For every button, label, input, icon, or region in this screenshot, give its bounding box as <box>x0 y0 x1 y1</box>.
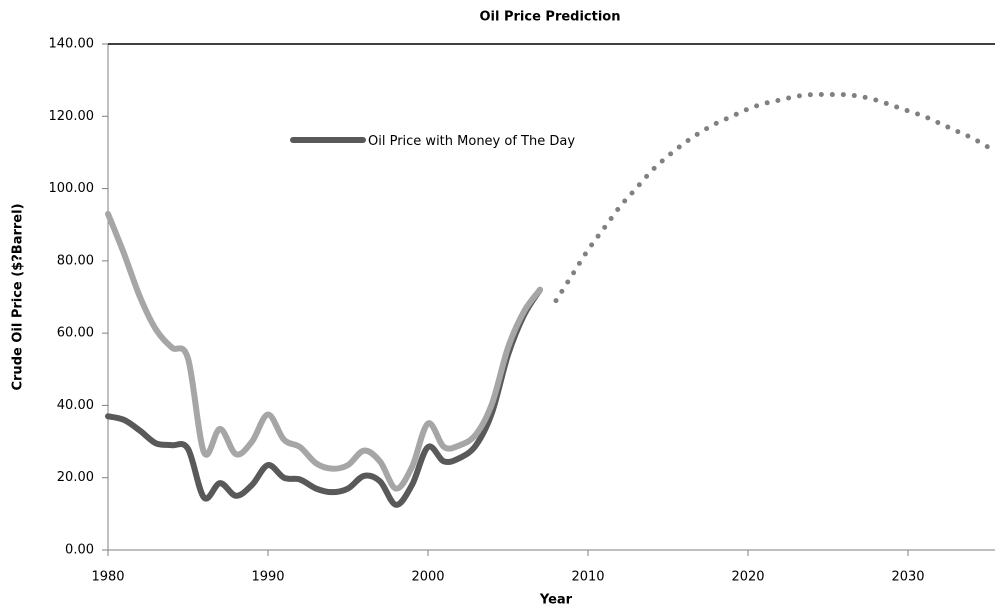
x-tick-label: 2030 <box>891 570 924 585</box>
x-tick-label: 2000 <box>411 570 444 585</box>
y-tick-label: 0.00 <box>65 543 94 558</box>
y-tick-label: 60.00 <box>57 326 94 341</box>
x-axis-label: Year <box>539 593 573 608</box>
chart-title: Oil Price Prediction <box>479 10 620 25</box>
y-tick-label: 140.00 <box>49 37 95 52</box>
y-tick-label: 120.00 <box>49 109 95 124</box>
y-tick-label: 80.00 <box>57 253 94 268</box>
x-tick-label: 2010 <box>571 570 604 585</box>
data-line <box>553 91 991 304</box>
x-tick-label: 2020 <box>731 570 764 585</box>
y-tick-label: 100.00 <box>49 181 95 196</box>
data-line <box>105 286 543 508</box>
x-tick-label: 1980 <box>91 570 124 585</box>
y-tick-label: 20.00 <box>57 470 94 485</box>
y-tick-label: 40.00 <box>57 398 94 413</box>
x-tick-label: 1990 <box>251 570 284 585</box>
legend-label: Oil Price with Money of The Day <box>368 134 576 149</box>
data-line <box>105 210 543 492</box>
y-axis-label: Crude Oil Price ($?Barrel) <box>11 203 26 390</box>
